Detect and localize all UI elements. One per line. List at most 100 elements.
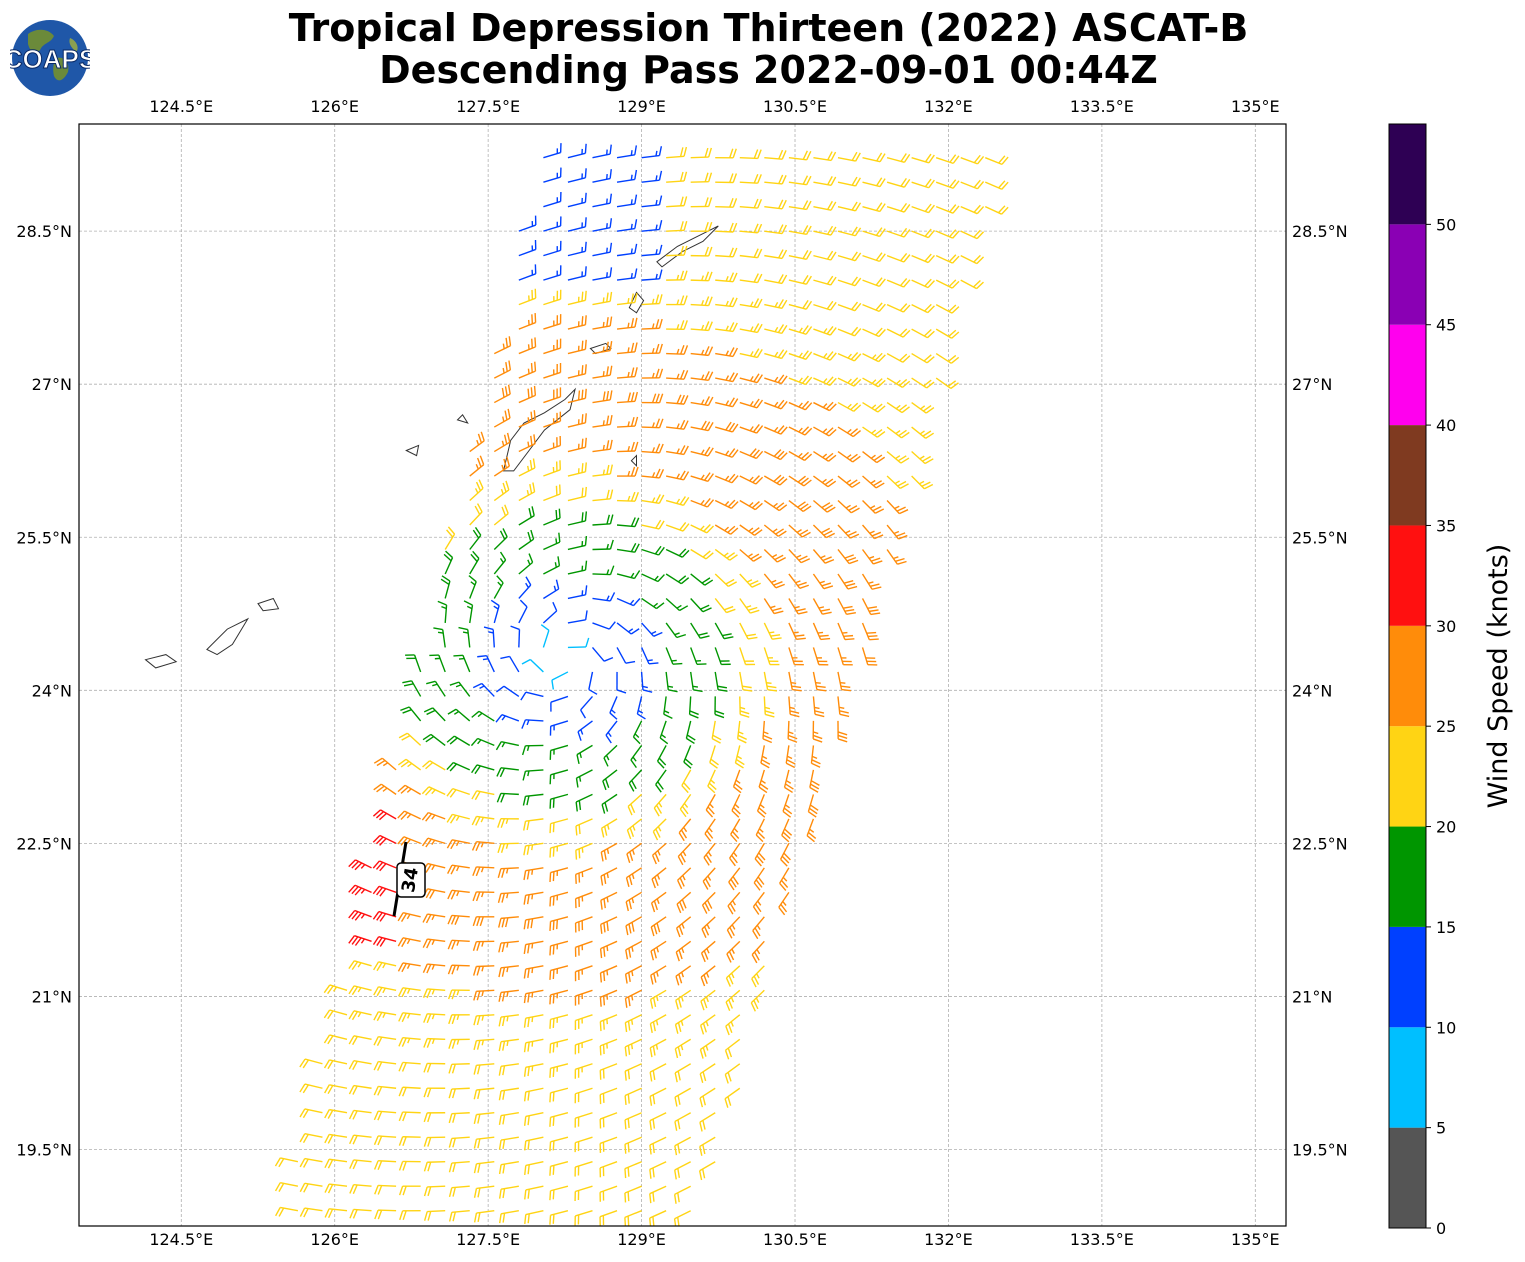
wind-barb bbox=[783, 769, 794, 794]
wind-barb bbox=[650, 916, 667, 937]
wind-barb bbox=[764, 324, 788, 335]
wind-barb bbox=[493, 575, 504, 599]
wind-barb bbox=[763, 598, 784, 615]
wind-barb bbox=[574, 891, 593, 909]
wind-barb bbox=[655, 769, 667, 793]
wind-barb bbox=[715, 148, 737, 159]
wind-barb bbox=[739, 223, 763, 234]
wind-barb bbox=[700, 989, 716, 1011]
wind-barb bbox=[666, 171, 688, 183]
wind-barb bbox=[813, 300, 837, 311]
wind-barb bbox=[422, 988, 446, 999]
wind-barb bbox=[518, 361, 537, 379]
wind-barb bbox=[523, 1112, 544, 1126]
wind-barb bbox=[543, 143, 562, 159]
wind-barb bbox=[935, 179, 960, 189]
wind-barb bbox=[624, 1063, 642, 1081]
colorbar-tick-label: 45 bbox=[1436, 316, 1456, 335]
wind-barb bbox=[518, 599, 528, 624]
lat-tick-label: 27°N bbox=[1292, 375, 1332, 394]
wind-barb bbox=[714, 499, 739, 510]
wind-barb bbox=[398, 1061, 421, 1072]
wind-barb bbox=[592, 218, 613, 232]
wind-barb bbox=[689, 671, 703, 693]
wind-barb bbox=[837, 151, 861, 162]
wind-barb bbox=[617, 466, 639, 477]
lat-tick-label: 25.5°N bbox=[16, 528, 72, 547]
wind-barb bbox=[666, 394, 689, 405]
wind-barb bbox=[472, 866, 495, 877]
wind-barb bbox=[739, 348, 763, 359]
lon-tick-label: 126°E bbox=[310, 97, 359, 116]
wind-barb bbox=[549, 916, 569, 931]
wind-barb bbox=[626, 842, 642, 864]
wind-barb bbox=[448, 1087, 470, 1099]
wind-barb bbox=[624, 1112, 642, 1130]
wind-barb bbox=[518, 239, 537, 257]
wind-barb bbox=[690, 371, 714, 382]
wind-barb bbox=[468, 575, 477, 599]
wind-barb bbox=[690, 147, 713, 159]
wind-barb bbox=[373, 1011, 397, 1022]
colorbar-label: Wind Speed (knots) bbox=[1483, 544, 1514, 809]
colorbar-bin bbox=[1389, 525, 1426, 626]
wind-barb bbox=[567, 241, 587, 257]
wind-barb bbox=[764, 224, 787, 235]
wind-barb bbox=[666, 245, 688, 257]
wind-barb bbox=[788, 400, 813, 411]
wind-barb bbox=[788, 671, 802, 692]
wind-barb bbox=[649, 1112, 667, 1131]
wind-barb bbox=[911, 303, 935, 314]
wind-barb bbox=[549, 842, 569, 858]
wind-barb bbox=[588, 671, 598, 695]
wind-barb bbox=[446, 761, 471, 772]
wind-barb bbox=[678, 818, 692, 842]
wind-barb bbox=[447, 864, 470, 875]
island-outline bbox=[630, 454, 637, 468]
wind-barb bbox=[861, 622, 879, 641]
island-outline bbox=[656, 225, 719, 268]
wind-barb bbox=[448, 1063, 470, 1074]
wind-barb bbox=[574, 965, 593, 982]
colorbar-bin bbox=[1389, 826, 1426, 927]
wind-barb bbox=[616, 517, 640, 528]
wind-barb bbox=[423, 1209, 446, 1221]
wind-barb bbox=[788, 249, 812, 260]
wind-barb bbox=[567, 168, 587, 183]
wind-barb bbox=[498, 1087, 519, 1101]
wind-barb bbox=[665, 671, 678, 693]
colorbar-bin bbox=[1389, 926, 1426, 1028]
wind-barb bbox=[764, 299, 788, 310]
wind-barb bbox=[543, 289, 562, 306]
wind-barb bbox=[543, 556, 561, 575]
wind-barb bbox=[739, 598, 760, 614]
wind-barb bbox=[523, 989, 544, 1004]
wind-barb bbox=[299, 1207, 323, 1218]
wind-barb bbox=[837, 720, 848, 743]
wind-barb bbox=[810, 745, 821, 768]
wind-barb bbox=[423, 707, 446, 722]
colorbar-tick-label: 15 bbox=[1436, 918, 1456, 937]
wind-barb bbox=[752, 916, 765, 940]
wind-barb bbox=[764, 425, 788, 435]
wind-barb bbox=[448, 1209, 470, 1222]
wind-barb bbox=[781, 818, 793, 843]
wind-barb bbox=[616, 342, 638, 355]
colorbar: 0 5 10 15 20 25 30 35 40 45 50 bbox=[1388, 123, 1456, 1238]
wind-barb bbox=[599, 989, 618, 1007]
wind-barb bbox=[574, 940, 593, 957]
wind-barb bbox=[886, 524, 908, 540]
wind-barb bbox=[543, 240, 562, 257]
wind-barb bbox=[493, 432, 511, 453]
lon-tick-label: 130.5°E bbox=[763, 97, 827, 116]
wind-barb bbox=[510, 625, 521, 648]
wind-barb bbox=[714, 598, 736, 614]
wind-barb bbox=[650, 891, 667, 913]
wind-barb bbox=[373, 1160, 397, 1170]
wind-barb bbox=[935, 303, 960, 314]
wind-barb bbox=[763, 647, 780, 666]
wind-barb bbox=[862, 202, 886, 213]
lon-tick-label: 126°E bbox=[310, 1230, 359, 1249]
wind-barb bbox=[447, 989, 470, 1000]
wind-barb bbox=[837, 696, 850, 718]
